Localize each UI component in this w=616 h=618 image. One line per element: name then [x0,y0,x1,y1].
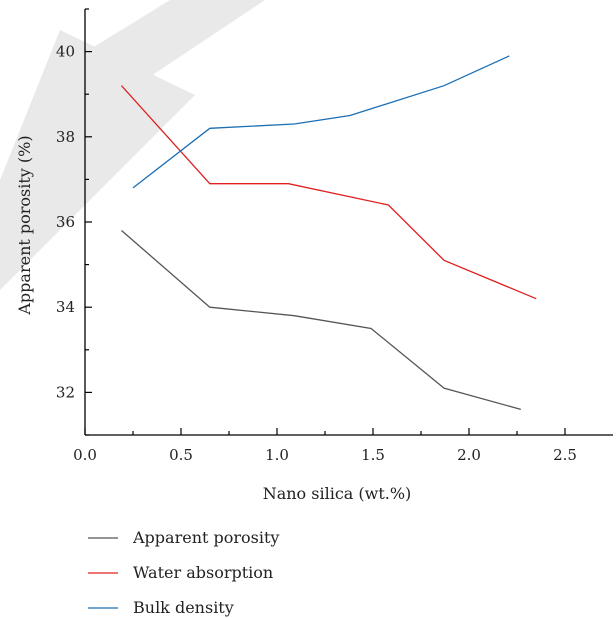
series-line-bulk-density [132,55,510,189]
x-tick-label: 1.0 [265,446,289,464]
y-tick-label: 34 [56,298,75,316]
x-tick-label: 0.0 [73,446,97,464]
x-tick-label: 0.5 [169,446,193,464]
x-tick-label: 2.0 [457,446,481,464]
legend-item: Water absorption [88,563,273,582]
series-line-apparent-porosity [121,230,521,411]
x-axis-title: Nano silica (wt.%) [263,484,412,503]
legend-label: Water absorption [133,563,273,582]
y-tick-label: 32 [56,383,75,401]
y-tick-label: 40 [56,43,75,61]
legend-label: Bulk density [133,598,234,617]
legend-label: Apparent porosity [132,528,279,547]
watermark [0,0,265,290]
legend-item: Bulk density [88,598,234,617]
x-ticks: 0.0 0.5 1.0 1.5 2.0 2.5 [73,428,577,464]
y-tick-label: 36 [56,213,75,231]
x-tick-label: 2.5 [553,446,577,464]
y-axis-title: Apparent porosity (%) [15,135,34,315]
legend: Apparent porosity Water absorption Bulk de… [88,528,279,617]
x-tick-label: 1.5 [361,446,385,464]
y-tick-label: 38 [56,128,75,146]
axes [84,9,613,436]
series-group [121,55,537,411]
y-ticks: 32 34 36 38 40 [56,8,92,436]
series-line-water-absorption [121,85,537,300]
legend-item: Apparent porosity [88,528,279,547]
